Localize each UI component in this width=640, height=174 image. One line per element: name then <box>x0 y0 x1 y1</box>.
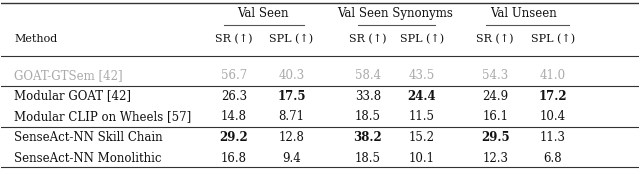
Text: 33.8: 33.8 <box>355 90 381 103</box>
Text: SenseAct-NN Skill Chain: SenseAct-NN Skill Chain <box>14 131 163 144</box>
Text: 38.2: 38.2 <box>353 131 382 144</box>
Text: SR (↑): SR (↑) <box>215 34 253 44</box>
Text: 10.4: 10.4 <box>540 110 566 124</box>
Text: 17.5: 17.5 <box>277 90 305 103</box>
Text: 14.8: 14.8 <box>221 110 247 124</box>
Text: SR (↑): SR (↑) <box>349 34 387 44</box>
Text: Val Seen Synonyms: Val Seen Synonyms <box>337 7 453 20</box>
Text: 9.4: 9.4 <box>282 152 301 165</box>
Text: SR (↑): SR (↑) <box>477 34 514 44</box>
Text: 16.8: 16.8 <box>221 152 247 165</box>
Text: 43.5: 43.5 <box>409 69 435 82</box>
Text: SPL (↑): SPL (↑) <box>531 34 575 44</box>
Text: 56.7: 56.7 <box>221 69 247 82</box>
Text: Val Unseen: Val Unseen <box>490 7 557 20</box>
Text: 12.3: 12.3 <box>482 152 508 165</box>
Text: 24.4: 24.4 <box>408 90 436 103</box>
Text: 54.3: 54.3 <box>482 69 508 82</box>
Text: 29.2: 29.2 <box>220 131 248 144</box>
Text: 29.5: 29.5 <box>481 131 509 144</box>
Text: 18.5: 18.5 <box>355 152 381 165</box>
Text: 6.8: 6.8 <box>543 152 562 165</box>
Text: 12.8: 12.8 <box>278 131 304 144</box>
Text: 17.2: 17.2 <box>538 90 567 103</box>
Text: SPL (↑): SPL (↑) <box>400 34 444 44</box>
Text: Method: Method <box>14 34 58 44</box>
Text: 16.1: 16.1 <box>482 110 508 124</box>
Text: Modular GOAT [42]: Modular GOAT [42] <box>14 90 131 103</box>
Text: 11.5: 11.5 <box>409 110 435 124</box>
Text: Val Seen: Val Seen <box>237 7 289 20</box>
Text: GOAT-GTSem [42]: GOAT-GTSem [42] <box>14 69 123 82</box>
Text: 15.2: 15.2 <box>409 131 435 144</box>
Text: Modular CLIP on Wheels [57]: Modular CLIP on Wheels [57] <box>14 110 191 124</box>
Text: 8.71: 8.71 <box>278 110 305 124</box>
Text: 26.3: 26.3 <box>221 90 247 103</box>
Text: 40.3: 40.3 <box>278 69 305 82</box>
Text: SPL (↑): SPL (↑) <box>269 34 314 44</box>
Text: SenseAct-NN Monolithic: SenseAct-NN Monolithic <box>14 152 162 165</box>
Text: 24.9: 24.9 <box>482 90 508 103</box>
Text: 11.3: 11.3 <box>540 131 566 144</box>
Text: 10.1: 10.1 <box>409 152 435 165</box>
Text: 18.5: 18.5 <box>355 110 381 124</box>
Text: 41.0: 41.0 <box>540 69 566 82</box>
Text: 58.4: 58.4 <box>355 69 381 82</box>
